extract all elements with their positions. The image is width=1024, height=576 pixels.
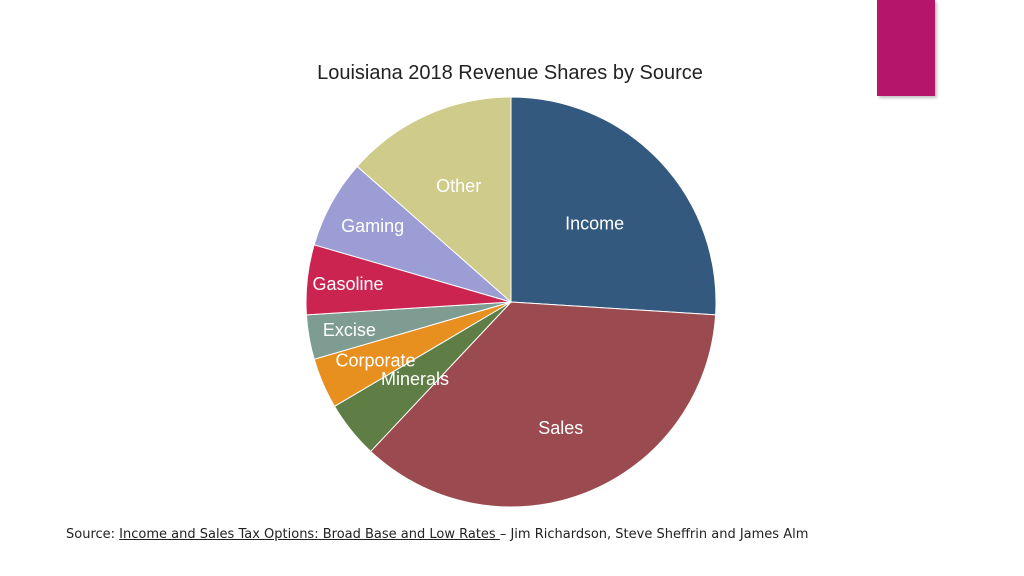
pie-slice-other [356, 96, 512, 304]
source-prefix: Source: [66, 527, 120, 542]
accent-bar [877, 0, 935, 96]
slice-label-excise: Excise [323, 320, 376, 340]
slice-label-gaming: Gaming [341, 216, 404, 236]
slice-label-sales: Sales [538, 418, 583, 438]
pie-chart: Louisiana 2018 Revenue Shares by Source … [305, 62, 717, 508]
pie-slices [305, 96, 717, 508]
source-authors: – Jim Richardson, Steve Sheffrin and Jam… [499, 527, 809, 542]
pie-slice-income [510, 96, 717, 316]
chart-title: Louisiana 2018 Revenue Shares by Source [317, 62, 703, 84]
source-link[interactable]: Income and Sales Tax Options: Broad Base… [119, 527, 500, 542]
source-citation: Source: Income and Sales Tax Options: Br… [66, 527, 808, 542]
slice-label-gasoline: Gasoline [312, 274, 383, 294]
slice-label-other: Other [436, 176, 481, 196]
pie-slice-sales [369, 301, 717, 508]
slice-label-income: Income [565, 213, 624, 233]
slice-label-minerals: Minerals [381, 369, 449, 389]
slice-label-corporate: Corporate [336, 351, 416, 371]
